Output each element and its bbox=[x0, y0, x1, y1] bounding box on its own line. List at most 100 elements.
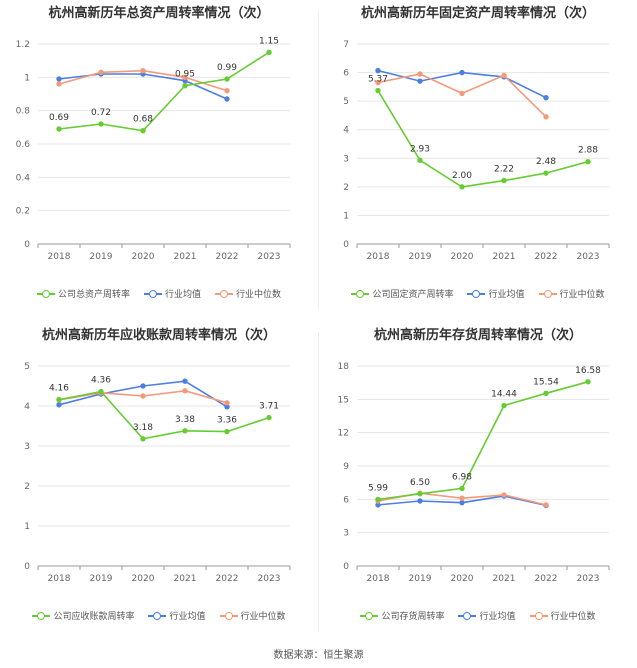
y-tick-label: 2 bbox=[24, 482, 30, 492]
legend-item-company[interactable]: 公司应收账款周转率 bbox=[32, 609, 134, 622]
chart-legend: 公司应收账款周转率 行业均值 行业中位数 bbox=[0, 609, 318, 622]
x-tick-label: 2021 bbox=[174, 252, 197, 262]
industry-average-series-point bbox=[459, 499, 465, 506]
industry-median-series-point bbox=[182, 74, 188, 81]
chart-panel-receivables-turnover: 杭州高新历年应收账款周转率情况（次） 0 1 2 3 4 5 2018 2019 2020 202… bbox=[0, 322, 318, 642]
company-series-point bbox=[459, 485, 465, 492]
legend-item-industry-average[interactable]: 行业均值 bbox=[458, 609, 516, 622]
x-tick-label: 2022 bbox=[216, 252, 239, 262]
company-series-point bbox=[140, 436, 146, 442]
legend-label: 行业均值 bbox=[488, 290, 525, 300]
legend-item-industry-median[interactable]: 行业中位数 bbox=[215, 287, 281, 300]
y-tick-label: 3 bbox=[343, 154, 349, 164]
data-label: 0.69 bbox=[49, 113, 69, 123]
industry-median-series-point bbox=[182, 388, 188, 394]
chart-plot: 0 1 2 3 4 5 6 7 2018 2019 2020 2021 2022 2023 5.37 2.93… bbox=[343, 40, 610, 262]
company-series-point bbox=[585, 379, 591, 385]
legend-line-marker-icon bbox=[148, 611, 167, 621]
company-series-point bbox=[501, 402, 507, 409]
y-tick-label: 4 bbox=[24, 402, 30, 412]
industry-median-series-point bbox=[543, 114, 549, 120]
chart-title: 杭州高新历年应收账款周转率情况（次） bbox=[41, 328, 276, 343]
y-tick-label: 0 bbox=[24, 562, 30, 572]
industry-median-series-point bbox=[501, 72, 507, 79]
legend-line-marker-icon bbox=[529, 611, 548, 621]
y-tick-label: 6 bbox=[343, 69, 349, 79]
y-tick-label: 9 bbox=[343, 462, 349, 472]
y-tick-label: 15 bbox=[338, 395, 349, 405]
y-tick-label: 0 bbox=[24, 240, 30, 250]
legend-item-company[interactable]: 公司存货周转率 bbox=[360, 609, 444, 622]
legend-line-marker-icon bbox=[143, 289, 162, 299]
legend-label: 公司应收账款周转率 bbox=[53, 612, 135, 622]
chart-panel-inventory-turnover: 杭州高新历年存货周转率情况（次） 0 3 6 9 12 15 18 2018 2019 2020 2… bbox=[319, 322, 637, 642]
x-tick-label: 2022 bbox=[535, 574, 558, 584]
legend-label: 行业均值 bbox=[169, 612, 206, 622]
legend-label: 行业中位数 bbox=[559, 290, 605, 300]
x-tick-label: 2019 bbox=[90, 252, 113, 262]
x-tick-label: 2021 bbox=[493, 574, 516, 584]
company-series-line bbox=[377, 90, 589, 188]
industry-median-series-point bbox=[224, 400, 230, 406]
legend-item-industry-median[interactable]: 行业中位数 bbox=[538, 287, 605, 300]
data-label: 0.99 bbox=[217, 63, 237, 73]
y-tick-label: 12 bbox=[338, 429, 349, 439]
legend-item-company[interactable]: 公司固定资产周转率 bbox=[351, 287, 453, 300]
data-label: 16.58 bbox=[575, 366, 601, 376]
x-tick-label: 2023 bbox=[577, 574, 600, 584]
legend-item-company[interactable]: 公司总资产周转率 bbox=[36, 287, 130, 300]
chart-legend: 公司总资产周转率 行业均值 行业中位数 bbox=[0, 287, 318, 300]
x-tick-label: 2020 bbox=[451, 574, 474, 584]
panel-divider bbox=[318, 10, 319, 310]
data-label: 4.16 bbox=[49, 384, 69, 394]
legend-item-industry-average[interactable]: 行业均值 bbox=[467, 287, 525, 300]
company-series-point bbox=[375, 87, 381, 94]
company-series-point bbox=[585, 159, 591, 165]
industry-average-series-point bbox=[543, 95, 549, 101]
data-label: 6.50 bbox=[410, 478, 430, 488]
data-label: 3.18 bbox=[133, 423, 153, 433]
legend-line-marker-icon bbox=[351, 289, 370, 299]
company-series-point bbox=[501, 177, 507, 184]
x-tick-label: 2022 bbox=[216, 574, 239, 584]
industry-average-series-point bbox=[140, 383, 146, 389]
company-series-line bbox=[58, 51, 270, 132]
x-tick-label: 2019 bbox=[90, 574, 113, 584]
data-label: 3.71 bbox=[259, 402, 279, 412]
y-tick-label: 5 bbox=[24, 362, 30, 372]
industry-median-series-point bbox=[140, 67, 146, 74]
industry-average-series-point bbox=[417, 78, 423, 84]
x-tick-label: 2023 bbox=[258, 574, 281, 584]
chart-plot: 0 0.2 0.4 0.6 0.8 1 1.2 2018 2019 2020 2021 2022 202… bbox=[16, 36, 291, 262]
legend-line-marker-icon bbox=[32, 611, 51, 621]
x-tick-label: 2021 bbox=[493, 252, 516, 262]
industry-average-series-point bbox=[224, 96, 230, 102]
x-tick-label: 2023 bbox=[258, 252, 281, 262]
y-tick-label: 1 bbox=[24, 522, 30, 532]
y-tick-label: 0 bbox=[343, 240, 349, 250]
data-label: 5.99 bbox=[368, 483, 388, 493]
data-label: 0.72 bbox=[91, 108, 111, 118]
legend-label: 公司总资产周转率 bbox=[57, 290, 130, 300]
industry-median-series-point bbox=[98, 69, 104, 76]
chart-title: 杭州高新历年存货周转率情况（次） bbox=[373, 328, 582, 343]
x-tick-label: 2018 bbox=[48, 574, 71, 584]
data-label: 2.88 bbox=[578, 146, 598, 156]
x-tick-label: 2020 bbox=[132, 252, 155, 262]
company-series-point bbox=[56, 126, 62, 132]
chart-title: 杭州高新历年总资产周转率情况（次） bbox=[48, 6, 270, 21]
data-label: 5.37 bbox=[368, 75, 388, 85]
legend-item-industry-average[interactable]: 行业均值 bbox=[148, 609, 206, 622]
company-series-point bbox=[266, 414, 272, 421]
company-series-line bbox=[58, 390, 270, 440]
data-source-note: 数据来源：恒生聚源 bbox=[273, 650, 364, 661]
company-series-point bbox=[182, 82, 188, 89]
legend-item-industry-median[interactable]: 行业中位数 bbox=[219, 609, 286, 622]
legend-item-industry-average[interactable]: 行业均值 bbox=[143, 287, 201, 300]
company-series-point bbox=[417, 157, 423, 163]
company-series-point bbox=[56, 396, 62, 403]
company-series-point bbox=[224, 76, 230, 82]
data-label: 2.48 bbox=[536, 157, 556, 167]
legend-item-industry-median[interactable]: 行业中位数 bbox=[529, 609, 596, 622]
legend-line-marker-icon bbox=[219, 611, 238, 621]
